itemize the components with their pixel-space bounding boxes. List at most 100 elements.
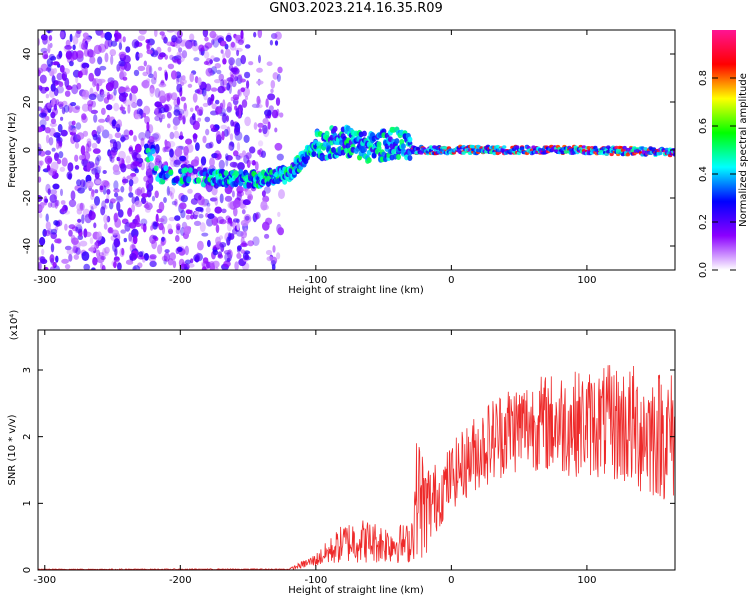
heatmap-cell xyxy=(148,155,154,162)
heatmap-cell xyxy=(101,129,110,139)
heatmap-cell xyxy=(116,201,121,212)
heatmap-cell xyxy=(112,141,118,151)
heatmap-cell xyxy=(260,150,266,158)
heatmap-cell xyxy=(70,102,77,107)
heatmap-cell xyxy=(223,260,231,268)
heatmap-cell xyxy=(103,180,111,189)
heatmap-cell xyxy=(136,186,143,197)
heatmap-cell xyxy=(174,147,183,157)
heatmap-cell xyxy=(255,213,259,220)
heatmap-cell xyxy=(198,195,202,201)
heatmap-cell xyxy=(167,223,173,231)
heatmap-cell xyxy=(277,211,281,217)
heatmap-cell xyxy=(240,30,244,40)
heatmap-cell xyxy=(207,213,215,220)
chart-title: GN03.2023.214.16.35.R09 xyxy=(269,1,443,16)
heatmap-cell xyxy=(128,129,134,136)
heatmap-cell xyxy=(45,213,49,222)
heatmap-cell xyxy=(162,146,167,153)
heatmap-cell xyxy=(158,107,166,114)
heatmap-cell xyxy=(210,55,215,61)
heatmap-cell xyxy=(136,98,143,107)
colorbar-tick-label: 0.6 xyxy=(698,118,709,134)
heatmap-cell xyxy=(230,41,235,48)
heatmap-cell xyxy=(63,210,71,215)
heatmap-cell xyxy=(154,87,161,98)
heatmap-cell xyxy=(110,40,118,47)
heatmap-cell xyxy=(50,161,59,172)
heatmap-cell xyxy=(238,74,242,80)
heatmap-cell xyxy=(225,115,229,122)
heatmap-cell xyxy=(94,196,100,206)
heatmap-cell xyxy=(183,226,191,235)
colorbar-tick-label: 0.0 xyxy=(698,262,709,278)
heatmap-cell xyxy=(205,128,210,136)
heatmap-cell xyxy=(111,119,117,127)
y-tick-label: -40 xyxy=(22,238,33,254)
heatmap-cell xyxy=(190,159,199,167)
heatmap-cell xyxy=(92,256,98,266)
heatmap-cell xyxy=(53,67,57,74)
heatmap-cell xyxy=(38,261,42,270)
heatmap-cell xyxy=(274,142,283,151)
heatmap-cell xyxy=(502,145,507,149)
heatmap-cell xyxy=(93,44,102,55)
heatmap-cell xyxy=(217,254,224,259)
heatmap-cell xyxy=(101,265,106,270)
heatmap-cell xyxy=(224,252,233,263)
x-tick-label: -100 xyxy=(304,275,327,286)
heatmap-cell xyxy=(236,49,240,57)
heatmap-cell xyxy=(154,30,158,38)
heatmap-cell xyxy=(81,251,90,261)
heatmap-cell xyxy=(93,114,98,123)
heatmap-cell xyxy=(137,65,146,72)
heatmap-cell xyxy=(184,259,192,265)
snr-background xyxy=(38,330,675,570)
heatmap-cell xyxy=(236,252,242,259)
heatmap-cell xyxy=(175,235,180,242)
snr-series-line xyxy=(38,365,675,570)
heatmap-cell xyxy=(257,99,262,105)
heatmap-cell xyxy=(195,253,203,262)
heatmap-cell xyxy=(173,109,181,116)
heatmap-cell xyxy=(260,200,268,211)
heatmap-cell xyxy=(143,204,150,209)
heatmap-cell xyxy=(189,72,194,83)
snr-panel: -300 -200 -100 0 100 0 1 2 3 Height of straight… xyxy=(7,310,676,596)
heatmap-cell xyxy=(39,119,47,127)
heatmap-cell xyxy=(222,113,227,124)
heatmap-cell xyxy=(66,171,73,180)
heatmap-cell xyxy=(183,145,189,156)
heatmap-cell xyxy=(200,181,206,188)
heatmap-cell xyxy=(400,143,406,150)
colorbar-tick-label: 0.8 xyxy=(698,70,709,86)
heatmap-cell xyxy=(247,195,252,200)
heatmap-cell xyxy=(88,72,94,82)
heatmap-cell xyxy=(264,233,270,239)
heatmap-cell xyxy=(279,112,284,118)
heatmap-cell xyxy=(201,261,206,267)
heatmap-cell xyxy=(202,257,209,264)
heatmap-cell xyxy=(131,203,136,213)
heatmap-cell xyxy=(94,189,99,194)
heatmap-cell xyxy=(174,215,181,222)
heatmap-cell xyxy=(157,66,163,71)
heatmap-cell xyxy=(47,157,53,163)
x-tick-label: -300 xyxy=(33,275,56,286)
heatmap-cell xyxy=(173,130,180,139)
heatmap-cell xyxy=(45,150,51,156)
heatmap-cell xyxy=(272,245,276,253)
heatmap-cell xyxy=(113,261,117,269)
heatmap-cell xyxy=(92,133,98,141)
colorbar-gradient xyxy=(712,30,736,270)
heatmap-cell xyxy=(201,87,207,97)
heatmap-cell xyxy=(81,113,87,120)
heatmap-cell xyxy=(244,95,249,101)
heatmap-cell xyxy=(515,145,520,149)
heatmap-cell xyxy=(276,73,281,82)
heatmap-cell xyxy=(253,122,258,130)
heatmap-cell xyxy=(74,142,80,149)
heatmap-cell xyxy=(492,151,497,156)
heatmap-cell xyxy=(216,35,225,41)
heatmap-cell xyxy=(226,77,234,82)
